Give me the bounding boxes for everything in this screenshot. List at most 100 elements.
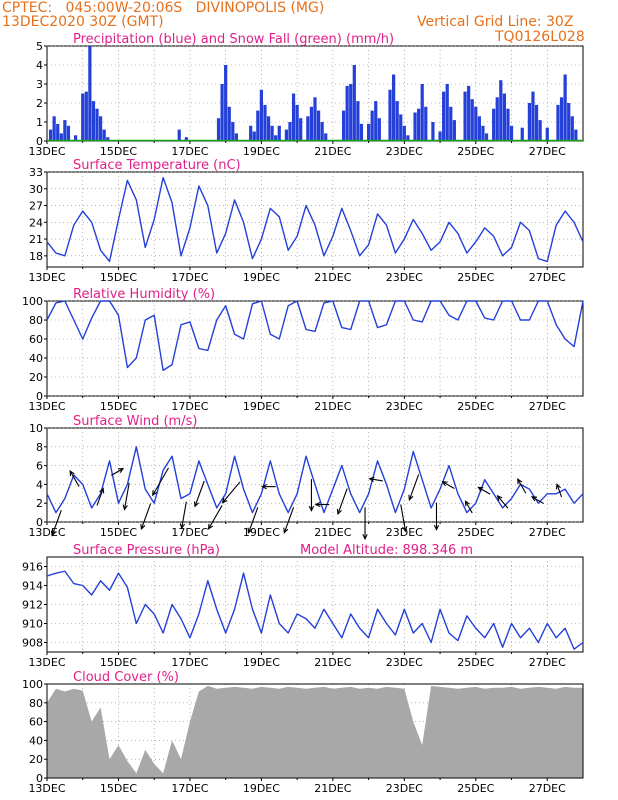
wind-arrow (194, 480, 205, 507)
plot-frame (46, 171, 584, 268)
wind-arrow (208, 505, 223, 530)
precip-bar (413, 112, 417, 141)
header-line1-left: CPTEC: 045:00W-20:06S DIVINOPOLIS (MG) (2, 0, 325, 16)
precip-bar (556, 104, 560, 141)
y-tick-label: 21 (29, 233, 43, 246)
y-tick-label: 60 (29, 333, 43, 346)
x-tick-label: 21DEC (314, 145, 351, 158)
precip-bar (266, 116, 271, 141)
y-tick-label: 10 (29, 422, 43, 435)
wind-arrow (400, 504, 406, 532)
precip-bar (263, 104, 267, 141)
precip-bar (531, 91, 535, 141)
precip-bar (563, 74, 567, 141)
x-tick-label: 27DEC (529, 400, 566, 413)
x-tick-label: 27DEC (529, 526, 566, 539)
wind-arrow (408, 474, 420, 500)
precip-bar (227, 106, 231, 141)
precip-bar (538, 120, 542, 141)
x-tick-label: 13DEC (28, 656, 65, 669)
wind-arrow-head (117, 467, 125, 474)
plot-frame (46, 300, 584, 397)
precip-bar (59, 133, 63, 141)
wind-arrow (123, 482, 130, 510)
series-line (46, 570, 584, 650)
wind-arrow-head (193, 501, 199, 508)
wind-arrow (337, 488, 348, 515)
precip-bar (56, 123, 60, 141)
precip-bar (356, 101, 360, 141)
x-tick-label: 17DEC (171, 145, 208, 158)
precip-bar (417, 108, 421, 141)
wind-arrow (497, 495, 509, 509)
wind-arrow-head (314, 501, 321, 508)
x-tick-label: 19DEC (243, 400, 280, 413)
x-tick-label: 15DEC (100, 656, 137, 669)
precip-bar (252, 131, 256, 141)
series-line (46, 176, 584, 263)
wind-arrow (517, 478, 527, 494)
wind-arrow-head (283, 527, 289, 534)
x-tick-label: 23DEC (386, 656, 423, 669)
x-tick-label: 23DEC (386, 145, 423, 158)
precip-bar (559, 97, 564, 141)
precip-bar (366, 123, 371, 141)
precip-bar (274, 135, 278, 141)
precip-bar (445, 84, 449, 141)
precip-bar (309, 106, 314, 141)
y-tick-label: 20 (29, 753, 43, 766)
panel-1: 0 1 2 3 4 5 13DEC 15DEC 17DEC 19DEC 21DEC 23DEC 25DE… (28, 32, 584, 158)
x-tick-label: 15DEC (100, 400, 137, 413)
y-tick-label: 0 (36, 135, 43, 148)
x-tick-label: 19DEC (243, 782, 280, 795)
precip-bar (177, 129, 181, 141)
wind-arrow (51, 509, 62, 536)
x-tick-label: 23DEC (386, 400, 423, 413)
panel-2: 18 21 24 27 30 33 13DEC 15DEC 17DEC 19DEC 21DEC 23D… (28, 158, 584, 284)
wind-arrow-head (207, 523, 214, 530)
plot-frame-top (46, 683, 584, 779)
precip-bar (306, 116, 310, 141)
wind-arrow-head (408, 494, 414, 501)
precip-bar (277, 125, 281, 141)
cloud-area (47, 685, 583, 778)
precip-bar (499, 80, 503, 141)
y-tick-label: 40 (29, 734, 43, 747)
x-tick-label: 13DEC (28, 782, 65, 795)
header-line1-right: Vertical Grid Line: 30Z (417, 14, 574, 30)
precip-bar (567, 103, 571, 141)
y-tick-label: 30 (29, 183, 43, 196)
precip-bar (84, 91, 88, 141)
x-tick-label: 25DEC (457, 400, 494, 413)
precip-bar (527, 103, 532, 141)
wind-arrow-head (308, 505, 315, 512)
precip-bar (184, 137, 188, 141)
x-tick-label: 21DEC (314, 656, 351, 669)
y-tick-label: 20 (29, 371, 43, 384)
panel-title: Precipitation (blue) and Snow Fall (gree… (73, 32, 394, 47)
panel-6: 0 20 40 60 80 100 13DEC 15DEC 17DEC 19DEC 21DEC 23D… (22, 670, 584, 795)
precip-bar (402, 125, 406, 141)
precip-bar (534, 104, 539, 141)
y-tick-label: 0 (36, 516, 43, 529)
precip-bar (467, 85, 471, 141)
precip-bar (449, 106, 453, 141)
y-tick-label: 1 (36, 116, 43, 129)
precip-bar (313, 97, 317, 141)
precip-bar (224, 65, 228, 141)
precip-bar (102, 129, 106, 141)
x-tick-label: 13DEC (28, 271, 65, 284)
wind-arrow-head (336, 508, 342, 516)
x-tick-label: 19DEC (243, 145, 280, 158)
precip-bar (406, 135, 410, 141)
wind-arrow (283, 507, 295, 533)
wind-arrow-head (362, 534, 368, 541)
precip-bar (66, 125, 71, 141)
x-tick-label: 25DEC (457, 526, 494, 539)
y-tick-label: 33 (29, 166, 43, 179)
precip-bar (88, 46, 92, 141)
x-tick-label: 19DEC (243, 656, 280, 669)
precip-bar (374, 101, 378, 141)
precip-bar (506, 108, 510, 141)
